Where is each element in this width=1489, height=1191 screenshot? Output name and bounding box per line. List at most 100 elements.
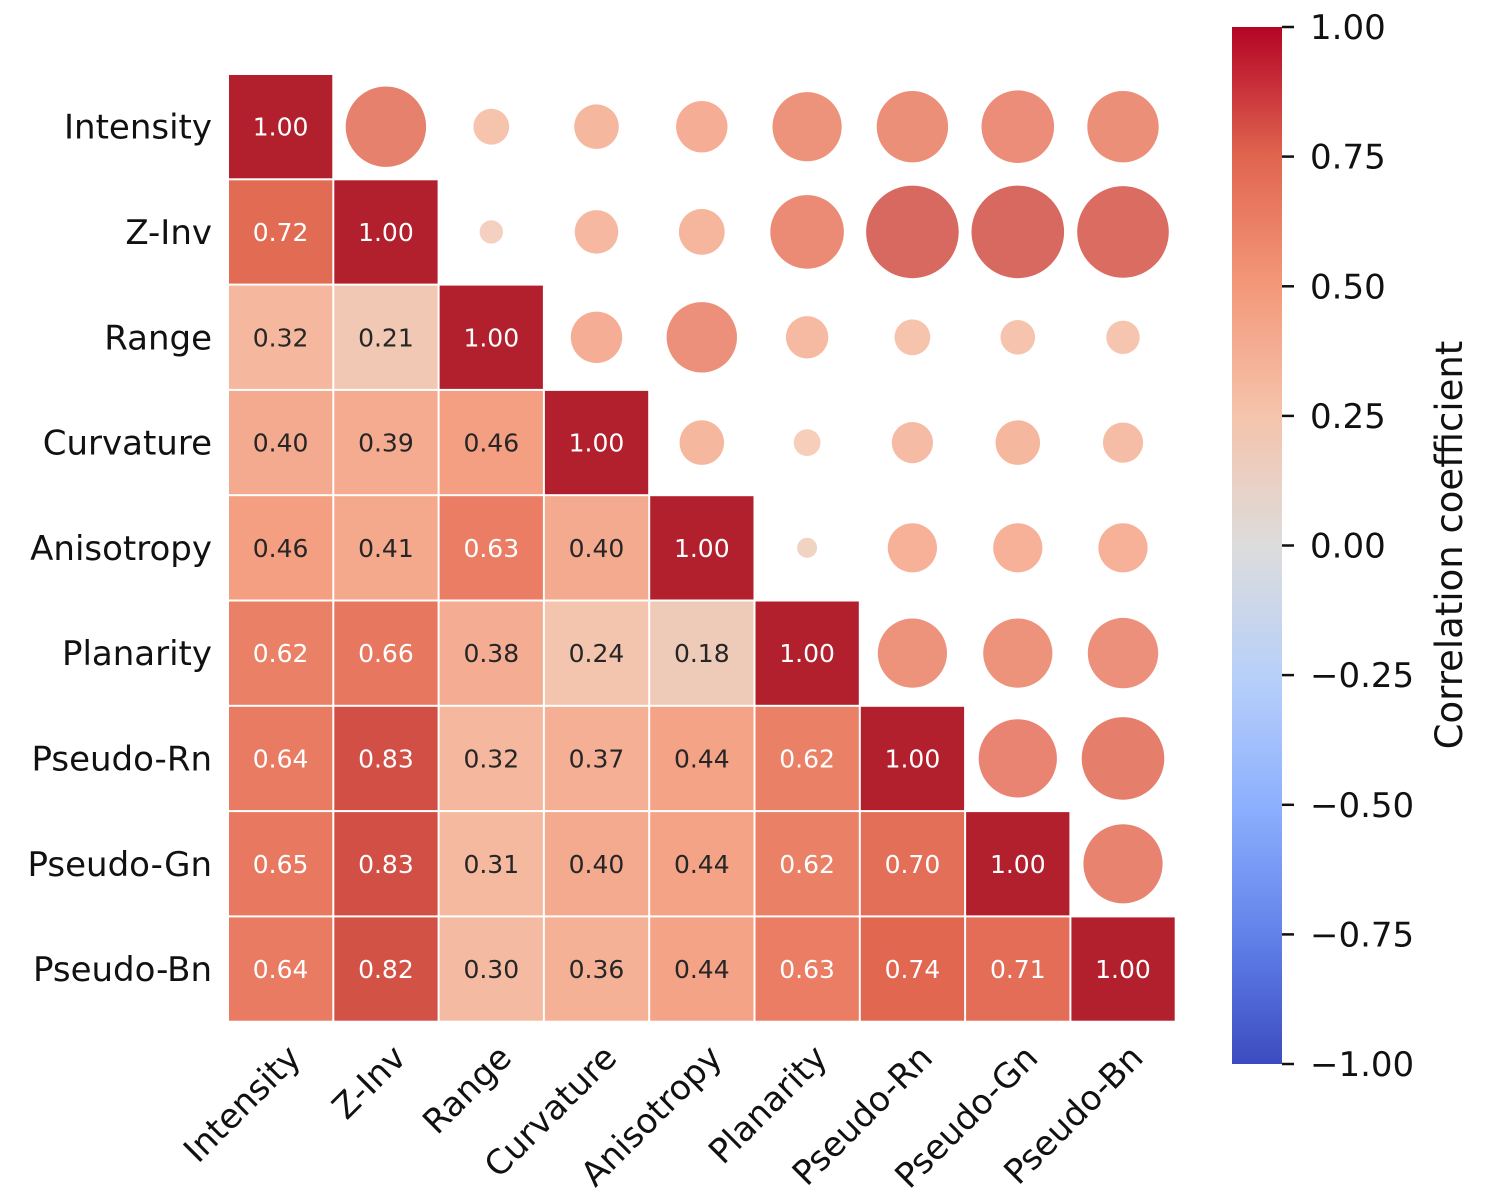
colorbar: 1.00 0.75 0.50 0.25 0.00 −0.25 −0.50 −0.75 −1.00… xyxy=(1232,8,1471,1085)
heatmap-cell-Pseudo-Rn-Z-Inv xyxy=(334,706,438,811)
heatmap-cell-Pseudo-Rn-Range xyxy=(439,706,543,811)
y-tick-label: Pseudo-Gn xyxy=(27,845,212,885)
cell-value-label: 1.00 xyxy=(674,534,730,563)
cell-value-label: 0.44 xyxy=(674,744,730,773)
x-tick-label: Z-Inv xyxy=(325,1038,415,1128)
colorbar-gradient xyxy=(1232,27,1282,1064)
cell-value-label: 0.74 xyxy=(885,955,941,984)
colorbar-tick-label: 0.75 xyxy=(1310,138,1386,178)
correlation-circle-Z-Inv-Pseudo-Bn xyxy=(1077,186,1169,278)
colorbar-tick-label: −1.00 xyxy=(1310,1045,1414,1085)
correlation-circle-Pseudo-Rn-Pseudo-Bn xyxy=(1081,717,1165,800)
heatmap-cell-Z-Inv-Intensity xyxy=(229,180,333,284)
cell-value-label: 0.64 xyxy=(253,955,309,984)
correlation-circle-Planarity-Pseudo-Bn xyxy=(1087,617,1159,689)
cell-value-label: 0.24 xyxy=(569,639,625,668)
cell-value-label: 0.46 xyxy=(253,534,309,563)
colorbar-tick-label: 1.00 xyxy=(1310,8,1386,48)
correlation-circle-Intensity-Pseudo-Gn xyxy=(981,90,1055,163)
heatmap-cell-Curvature-Curvature xyxy=(544,390,649,495)
cell-value-label: 1.00 xyxy=(358,218,414,247)
heatmap-cell-Pseudo-Bn-Anisotropy xyxy=(650,917,754,1021)
heatmap-cell-Anisotropy-Z-Inv xyxy=(334,496,438,600)
heatmap-cell-Planarity-Planarity xyxy=(755,601,859,705)
heatmap-cell-Pseudo-Bn-Range xyxy=(439,917,543,1021)
correlation-circle-Range-Curvature xyxy=(570,311,623,363)
cell-value-label: 0.40 xyxy=(569,850,625,879)
heatmap-cell-Planarity-Range xyxy=(439,601,543,705)
colorbar-tick-label: −0.25 xyxy=(1310,656,1414,696)
heatmap-cell-labels: 1.00 0.72 1.00 0.32 0.21 1.00 0.40 0.39 0.46 1.00… xyxy=(253,113,1151,984)
heatmap-cell-Pseudo-Rn-Planarity xyxy=(755,706,859,811)
correlation-circle-Intensity-Pseudo-Rn xyxy=(876,91,949,163)
heatmap-cell-Planarity-Intensity xyxy=(229,601,333,705)
y-tick-label: Curvature xyxy=(43,424,212,464)
colorbar-ticks: 1.00 0.75 0.50 0.25 0.00 −0.25 −0.50 −0.75 −1.00 xyxy=(1282,8,1414,1085)
y-axis-tick-labels: Intensity Z-Inv Range Curvature Anisotropy Pl… xyxy=(27,108,212,990)
correlation-circle-Curvature-Pseudo-Bn xyxy=(1102,422,1144,463)
cell-value-label: 0.70 xyxy=(885,850,941,879)
colorbar-tick-label: 0.50 xyxy=(1310,267,1386,307)
heatmap-cell-Pseudo-Rn-Intensity xyxy=(229,706,333,811)
heatmap-cell-Pseudo-Gn-Range xyxy=(439,812,543,916)
heatmap-cell-Planarity-Z-Inv xyxy=(334,601,438,705)
correlation-circle-Range-Pseudo-Bn xyxy=(1106,320,1140,354)
heatmap-cell-Pseudo-Gn-Anisotropy xyxy=(650,812,754,916)
cell-value-label: 0.44 xyxy=(674,850,730,879)
cell-value-label: 0.32 xyxy=(253,323,309,352)
correlation-circle-Planarity-Pseudo-Rn xyxy=(877,618,948,688)
heatmap-cell-Pseudo-Bn-Pseudo-Bn xyxy=(1071,917,1175,1021)
heatmap-cell-Pseudo-Gn-Z-Inv xyxy=(334,812,438,916)
correlation-circle-Planarity-Pseudo-Gn xyxy=(983,618,1053,688)
heatmap-cell-Curvature-Range xyxy=(439,390,543,495)
cell-value-label: 0.40 xyxy=(253,429,309,458)
cell-value-label: 0.41 xyxy=(358,534,414,563)
cell-value-label: 0.62 xyxy=(779,744,835,773)
correlation-circle-Anisotropy-Planarity xyxy=(797,537,818,558)
cell-value-label: 0.32 xyxy=(463,744,519,773)
cell-value-label: 1.00 xyxy=(569,429,625,458)
correlation-circle-Anisotropy-Pseudo-Bn xyxy=(1098,523,1148,573)
heatmap-cells xyxy=(229,75,1175,1021)
y-tick-label: Planarity xyxy=(62,634,212,674)
heatmap-cell-Range-Z-Inv xyxy=(334,285,438,389)
heatmap-cell-Pseudo-Rn-Pseudo-Rn xyxy=(860,706,965,811)
heatmap-cell-Pseudo-Bn-Intensity xyxy=(229,917,333,1021)
heatmap-cell-Range-Range xyxy=(439,285,543,389)
colorbar-tick-label: −0.75 xyxy=(1310,915,1414,955)
cell-value-label: 1.00 xyxy=(779,639,835,668)
correlation-circle-Intensity-Anisotropy xyxy=(676,101,728,153)
correlation-circle-Range-Pseudo-Rn xyxy=(894,319,931,356)
correlation-circle-Intensity-Z-Inv xyxy=(345,86,427,167)
correlation-circle-Anisotropy-Pseudo-Rn xyxy=(887,523,938,573)
y-tick-label: Pseudo-Rn xyxy=(31,739,212,779)
heatmap-cell-Anisotropy-Anisotropy xyxy=(650,496,754,600)
y-tick-label: Range xyxy=(104,318,212,358)
colorbar-tick-label: 0.00 xyxy=(1310,527,1386,567)
heatmap-cell-Pseudo-Bn-Pseudo-Rn xyxy=(860,917,965,1021)
heatmap-cell-Pseudo-Gn-Intensity xyxy=(229,812,333,916)
correlation-circle-Curvature-Anisotropy xyxy=(679,420,725,465)
cell-value-label: 0.37 xyxy=(569,744,625,773)
correlation-circle-Range-Anisotropy xyxy=(666,302,737,373)
heatmap-cell-Anisotropy-Curvature xyxy=(544,496,649,600)
cell-value-label: 0.64 xyxy=(253,744,309,773)
correlation-circle-Curvature-Planarity xyxy=(793,429,821,456)
heatmap-cell-Pseudo-Bn-Pseudo-Gn xyxy=(966,917,1070,1021)
cell-value-label: 0.62 xyxy=(779,850,835,879)
cell-value-label: 0.66 xyxy=(358,639,414,668)
cell-value-label: 0.18 xyxy=(674,639,730,668)
y-tick-label: Pseudo-Bn xyxy=(33,950,212,990)
heatmap-cell-Planarity-Anisotropy xyxy=(650,601,754,705)
cell-value-label: 0.21 xyxy=(358,323,414,352)
cell-value-label: 0.40 xyxy=(569,534,625,563)
heatmap-cell-Pseudo-Rn-Anisotropy xyxy=(650,706,754,811)
correlation-circle-Pseudo-Rn-Pseudo-Gn xyxy=(978,719,1057,798)
cell-value-label: 1.00 xyxy=(253,113,309,142)
cell-value-label: 0.38 xyxy=(463,639,519,668)
colorbar-title: Correlation coefficient xyxy=(1428,341,1471,750)
correlation-circle-Pseudo-Gn-Pseudo-Bn xyxy=(1083,824,1163,904)
correlation-circle-Range-Pseudo-Gn xyxy=(1000,320,1036,355)
cell-value-label: 0.83 xyxy=(358,850,414,879)
